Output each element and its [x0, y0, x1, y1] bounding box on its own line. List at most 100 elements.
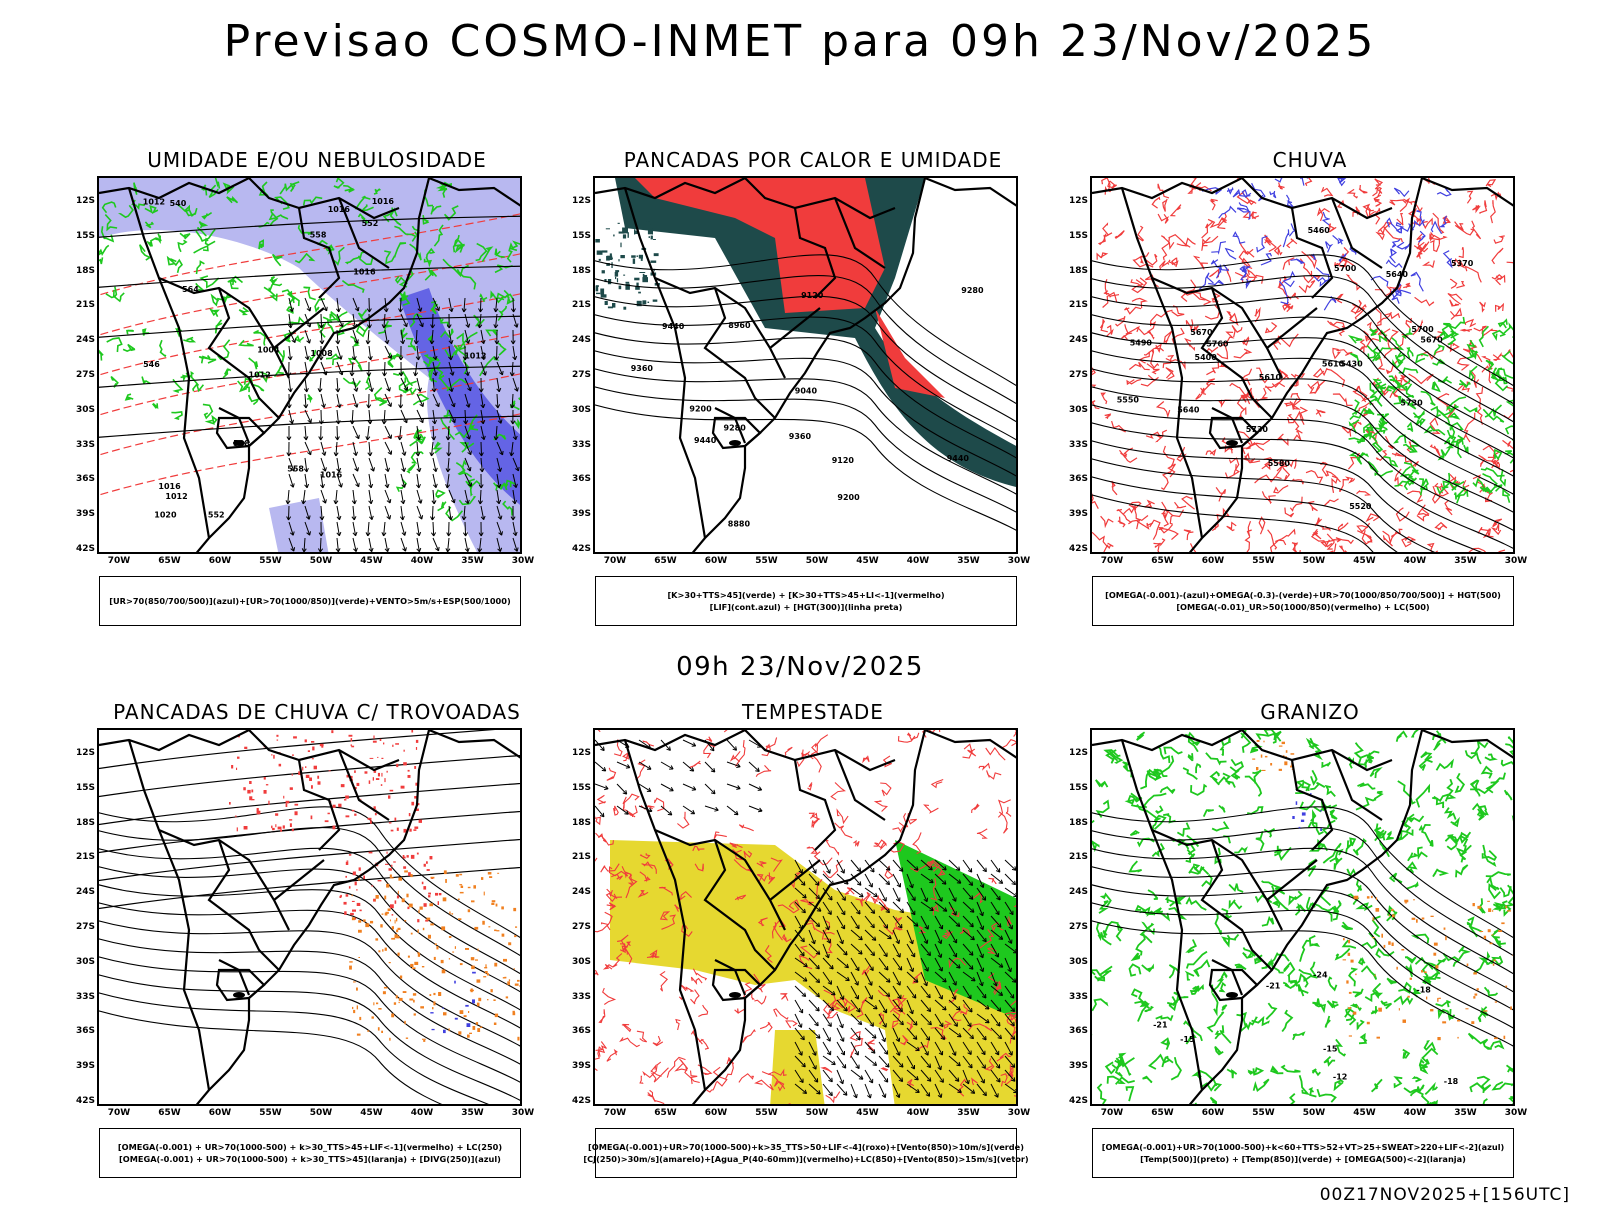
storm-cell: [329, 770, 331, 771]
hail-cell: [1292, 816, 1294, 819]
contour-label: 5490: [1130, 338, 1153, 347]
wind-vector: [480, 298, 481, 312]
temperature-850-contour: [1092, 999, 1107, 1011]
thunder-cell: [444, 870, 447, 874]
rain-contour: [1171, 205, 1181, 216]
precipitable-water-contour: [660, 971, 667, 991]
omega-strong-contour: [1514, 464, 1515, 472]
omega-contour: [1397, 242, 1410, 249]
temperature-850-contour: [1132, 990, 1144, 1003]
precipitable-water-contour: [652, 1068, 669, 1082]
temperature-850-contour: [1215, 1047, 1223, 1055]
rain-contour: [1092, 381, 1095, 387]
omega-strong-contour: [1349, 438, 1362, 443]
humidity-shading: [269, 498, 329, 554]
temperature-850-contour: [1215, 1031, 1220, 1039]
longitude-label: 35W: [955, 1108, 983, 1118]
precipitable-water-contour: [599, 1009, 604, 1022]
temperature-850-contour: [1171, 1057, 1181, 1080]
contour-label: 5700: [1411, 325, 1434, 334]
storm-cell: [302, 767, 303, 771]
precipitable-water-contour: [760, 1022, 772, 1032]
rain-contour: [1376, 309, 1381, 331]
temperature-850-contour: [1211, 1098, 1217, 1107]
contour-label: 1012: [464, 352, 486, 361]
storm-cell: [272, 828, 275, 830]
omega-cell: [1392, 943, 1394, 947]
thunder-cell: [353, 1010, 355, 1013]
thunder-cell: [494, 930, 496, 932]
temperature-850-contour: [1357, 1020, 1363, 1028]
legend-line: [LIF](cont.azul) + [HGT(300)](linha pret…: [710, 601, 903, 613]
thunder-cell: [478, 1029, 481, 1031]
contour-label: 5460: [1308, 226, 1331, 235]
rain-contour: [1127, 379, 1141, 384]
thunder-cell: [430, 923, 434, 925]
omega-cell: [1426, 997, 1427, 1000]
storm-cell: [417, 853, 419, 855]
longitude-label: 55W: [753, 556, 781, 566]
humidity-contour: [304, 287, 316, 299]
temperature-850-contour: [1355, 743, 1362, 758]
storm-cell: [249, 796, 252, 800]
latitude-label: 27S: [1062, 922, 1088, 932]
precipitable-water-contour: [595, 856, 597, 864]
storm-cell: [286, 804, 288, 807]
rain-contour: [1166, 368, 1174, 380]
wind-vector: [481, 442, 482, 456]
rain-contour: [1299, 281, 1315, 293]
thunder-cell: [485, 964, 486, 968]
rain-contour: [1510, 466, 1515, 474]
thunder-cell: [484, 892, 485, 896]
forecast-map: [97, 728, 522, 1106]
streamline: [99, 754, 522, 798]
wind-vector: [879, 1070, 888, 1082]
temperature-850-contour: [1324, 1057, 1335, 1065]
storm-cell: [353, 872, 356, 876]
thunder-cell: [485, 971, 488, 973]
omega-cell: [1445, 936, 1447, 940]
rain-contour: [1206, 362, 1218, 375]
latitude-label: 24S: [1062, 887, 1088, 897]
temperature-850-contour: [1310, 936, 1318, 946]
panel-title: PANCADAS POR CALOR E UMIDADE: [573, 148, 1053, 172]
thunder-cell: [441, 926, 445, 930]
divergence-cell: [432, 1029, 435, 1030]
latitude-label: 27S: [565, 370, 591, 380]
omega-cell: [1492, 910, 1493, 912]
rain-contour: [1357, 523, 1369, 532]
storm-cell: [264, 790, 267, 794]
temperature-850-contour: [1449, 1009, 1454, 1019]
temperature-850-contour: [1211, 772, 1219, 780]
thunder-cell: [386, 884, 389, 888]
thunder-cell: [396, 995, 398, 998]
wind-vector: [337, 378, 338, 392]
storm-cell: [244, 826, 248, 830]
thunder-cell: [375, 938, 378, 940]
instability-cell: [628, 232, 629, 238]
omega-cell: [1421, 970, 1423, 972]
precipitable-water-contour: [607, 1050, 617, 1061]
rain-contour: [1206, 450, 1215, 455]
humidity-contour: [438, 502, 446, 511]
latitude-label: 33S: [565, 440, 591, 450]
wind-vector: [865, 1028, 876, 1038]
rain-contour: [1306, 178, 1312, 186]
temperature-850-contour: [1144, 923, 1153, 928]
storm-cell: [403, 866, 406, 869]
omega-cell: [1252, 759, 1255, 760]
latitude-label: 15S: [1062, 231, 1088, 241]
wind-vector: [809, 1014, 818, 1026]
storm-cell: [331, 730, 333, 733]
temperature-850-contour: [1137, 732, 1145, 740]
instability-cell: [623, 234, 626, 238]
thunder-cell: [395, 920, 396, 924]
wind-vector: [595, 762, 606, 771]
latitude-label: 36S: [565, 1026, 591, 1036]
omega-cell: [1424, 971, 1427, 973]
latitude-label: 12S: [69, 748, 95, 758]
humidity-contour: [223, 369, 231, 377]
longitude-label: 45W: [1351, 556, 1379, 566]
temperature-850-contour: [1414, 1077, 1421, 1082]
